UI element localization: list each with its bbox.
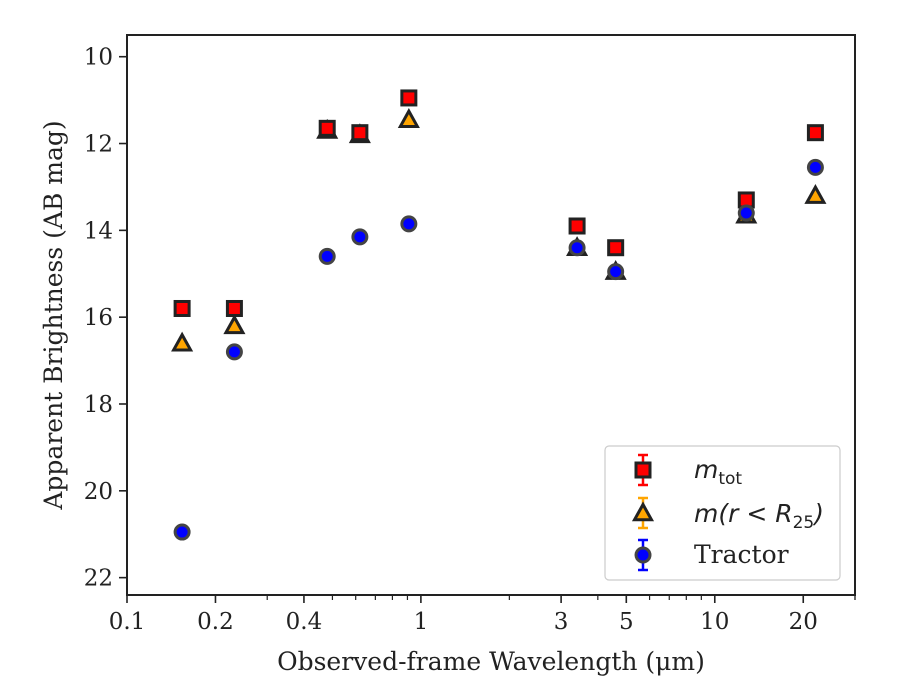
x-tick-label: 0.1	[109, 609, 146, 635]
marker-square	[400, 89, 418, 107]
marker-circle	[568, 239, 586, 257]
x-tick-label: 20	[789, 609, 818, 635]
marker-triangle	[223, 314, 246, 335]
x-tick-label: 0.2	[197, 609, 234, 635]
y-tick-label: 14	[84, 218, 113, 244]
marker-square	[225, 299, 243, 317]
x-tick-label: 10	[700, 609, 729, 635]
marker-triangle	[171, 331, 194, 352]
marker-square	[173, 299, 191, 317]
marker-square	[568, 217, 586, 235]
marker-circle	[351, 228, 369, 246]
marker-circle	[806, 158, 824, 176]
y-tick-label: 12	[84, 132, 113, 158]
y-tick-label: 18	[84, 392, 113, 418]
legend-label-mtot: mtot	[694, 455, 742, 489]
y-tick-label: 16	[84, 305, 113, 331]
marker-triangle	[804, 184, 827, 204]
legend-box	[604, 445, 841, 581]
x-tick-label: 1	[414, 609, 429, 635]
legend: mtot m(r < R25) Tractor	[604, 445, 841, 581]
marker-circle	[400, 215, 418, 233]
legend-marker-square	[634, 461, 652, 479]
x-tick-label: 0.4	[286, 609, 323, 635]
x-tick-label: 5	[619, 609, 634, 635]
marker-square	[806, 124, 824, 142]
x-axis: 0.1 0.2 0.4 1 3 5 10 20	[109, 595, 856, 635]
data-markers	[171, 89, 827, 541]
legend-label-m-r25: m(r < R25)	[694, 499, 824, 533]
legend-label-tractor: Tractor	[694, 540, 789, 569]
marker-circle	[737, 204, 755, 222]
marker-circle	[225, 343, 243, 361]
y-axis: 10 12 14 16 18 20 22	[84, 45, 127, 592]
y-tick-label: 20	[84, 479, 113, 505]
marker-circle	[173, 523, 191, 541]
legend-marker-circle	[634, 546, 652, 564]
y-tick-label: 10	[84, 45, 113, 71]
marker-triangle	[397, 108, 420, 128]
x-axis-label: Observed-frame Wavelength (μm)	[277, 647, 705, 676]
x-tick-label: 3	[554, 609, 569, 635]
y-tick-label: 22	[84, 566, 113, 592]
marker-square	[318, 119, 336, 137]
legend-marker-triangle	[631, 501, 655, 522]
y-axis-label: Apparent Brightness (AB mag)	[39, 120, 68, 510]
marker-circle	[607, 263, 625, 281]
marker-square	[351, 124, 369, 142]
marker-circle	[318, 247, 336, 265]
marker-square	[607, 239, 625, 257]
